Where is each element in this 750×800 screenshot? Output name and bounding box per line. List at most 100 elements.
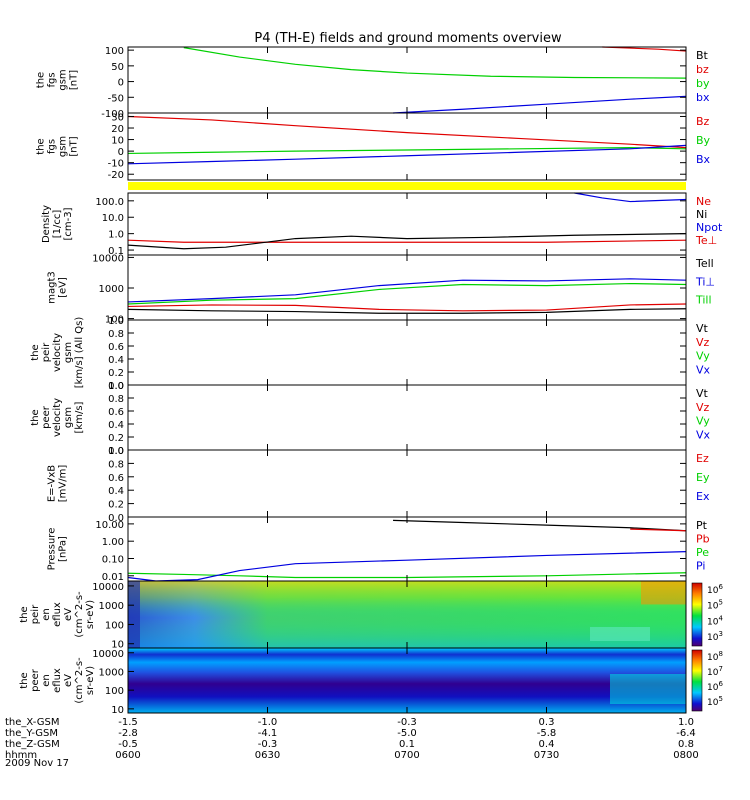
y-axis-label: [nT] <box>69 70 80 90</box>
colorbar <box>691 582 703 647</box>
y-tick-label: 100 <box>105 686 124 697</box>
y-axis-label: gsm <box>58 136 69 157</box>
quality-flag-bar <box>128 182 686 190</box>
y-tick-label: 100 <box>105 620 124 631</box>
y-axis-label: eV <box>63 674 74 687</box>
y-axis-label: [nPa] <box>58 536 69 562</box>
legend-entry: bx <box>696 91 710 104</box>
x-tick-label: 0.3 <box>539 717 555 728</box>
legend-entry: Npot <box>696 221 723 234</box>
series-by <box>183 47 687 79</box>
date-label: 2009 Nov 17 <box>5 758 69 769</box>
panel-border <box>127 384 687 451</box>
y-axis-label: the <box>19 672 30 688</box>
legend-entry: Till <box>695 294 712 307</box>
legend-entry: Te⊥ <box>695 234 717 247</box>
panel-border <box>127 192 687 256</box>
legend-entry: bz <box>696 63 709 76</box>
y-tick-label: 0.6 <box>108 342 124 353</box>
x-axis-row-label: hhmm <box>5 750 37 761</box>
x-tick-label: 0800 <box>673 750 698 761</box>
legend-entry: Bz <box>696 115 710 128</box>
y-tick-label: 1000 <box>99 667 124 678</box>
legend-entry: Ne <box>696 195 711 208</box>
y-axis-label: eV <box>63 608 74 621</box>
y-tick-label: 10 <box>111 136 124 147</box>
x-axis-labels: the_X-GSM -1.5 -1.0 -0.3 0.3 1.0 the_Y-GSM -2.8… <box>5 717 699 761</box>
series-Bx <box>127 144 687 165</box>
legend-entry: By <box>696 134 711 147</box>
y-tick-label: 0.8 <box>108 329 124 340</box>
y-axis-label: gsm <box>63 342 74 363</box>
legend-entry: Vx <box>696 428 711 441</box>
y-tick-label: 0.6 <box>108 407 124 418</box>
spectrogram-edge <box>128 581 140 648</box>
series-bz <box>602 46 687 52</box>
y-axis-label: the <box>36 72 47 88</box>
x-axis-row-label: the_X-GSM <box>5 717 59 728</box>
y-tick-label: 0.4 <box>108 355 124 366</box>
x-tick-label: -0.3 <box>397 717 417 728</box>
y-axis-label: fgs <box>47 72 58 87</box>
y-axis-label: the <box>30 409 41 425</box>
colorbar-tick-label: 106 <box>707 680 723 693</box>
y-axis-label: E=-VxB <box>47 465 58 502</box>
y-tick-label: 10.0 <box>102 213 124 224</box>
y-tick-label: 100 <box>105 315 124 326</box>
legend-entry: by <box>696 77 710 90</box>
legend-entry: Ex <box>696 490 710 503</box>
spectrogram-feature <box>610 674 686 704</box>
series-Bz <box>127 115 687 149</box>
spectrogram-background <box>128 648 686 713</box>
series-bx <box>393 95 687 114</box>
y-tick-label: 20 <box>111 124 124 135</box>
y-tick-label: 0.8 <box>108 459 124 470</box>
y-tick-label: -50 <box>108 93 124 104</box>
legend-entry: Pb <box>696 533 710 546</box>
y-axis-label: en <box>41 674 52 687</box>
spectrogram-feature <box>590 627 650 641</box>
y-tick-label: 0 <box>118 78 124 89</box>
panel-p7: 1.0 0.8 0.6 0.4 0.2 0.0 E=-VxB [mV/m] Ez Ey Ex <box>47 446 710 524</box>
y-tick-label: 0.0 <box>108 446 124 457</box>
y-tick-label: 1000 <box>99 284 124 295</box>
x-tick-label: -5.8 <box>537 728 557 739</box>
y-axis-label: the <box>30 344 41 360</box>
panel-border <box>127 449 687 518</box>
y-axis-label: sr-eV) <box>85 600 96 629</box>
y-axis-label: sr-eV) <box>85 666 96 695</box>
x-tick-label: 0.4 <box>539 739 555 750</box>
y-tick-label: 1.0 <box>108 381 124 392</box>
y-tick-label: 50 <box>111 62 124 73</box>
y-tick-label: 1.0 <box>108 230 124 241</box>
y-axis-label: [mV/m] <box>58 465 69 503</box>
legend-entry: Pt <box>696 519 708 532</box>
series-By <box>127 147 687 155</box>
y-axis-label: gsm <box>63 407 74 428</box>
x-tick-label: 0700 <box>394 750 419 761</box>
y-tick-label: 10000 <box>92 582 124 593</box>
y-axis-label: Density <box>41 205 52 243</box>
y-tick-label: 0 <box>118 147 124 158</box>
x-tick-label: 0730 <box>534 750 559 761</box>
y-tick-label: 30 <box>111 112 124 123</box>
panel-border <box>127 46 687 114</box>
y-tick-label: 1.0 <box>108 446 124 457</box>
y-axis-label: [km/s] <box>74 401 85 433</box>
legend-entry: Vx <box>696 363 711 376</box>
panel-border <box>127 319 687 386</box>
legend-entry: Vt <box>696 387 709 400</box>
legend-entry: Ti⊥ <box>695 275 715 288</box>
series-Pt <box>393 519 687 532</box>
y-tick-label: 10.00 <box>95 520 124 531</box>
y-tick-label: 100.0 <box>95 197 124 208</box>
series-Tell <box>127 308 687 314</box>
legend-entry: Bx <box>696 153 711 166</box>
y-axis-label: en <box>41 608 52 621</box>
series-Ne <box>127 239 687 243</box>
panel-p4: 10000 1000 100 magt3 [eV] Tell Ti⊥ Till <box>47 253 716 325</box>
colorbar <box>691 649 703 712</box>
